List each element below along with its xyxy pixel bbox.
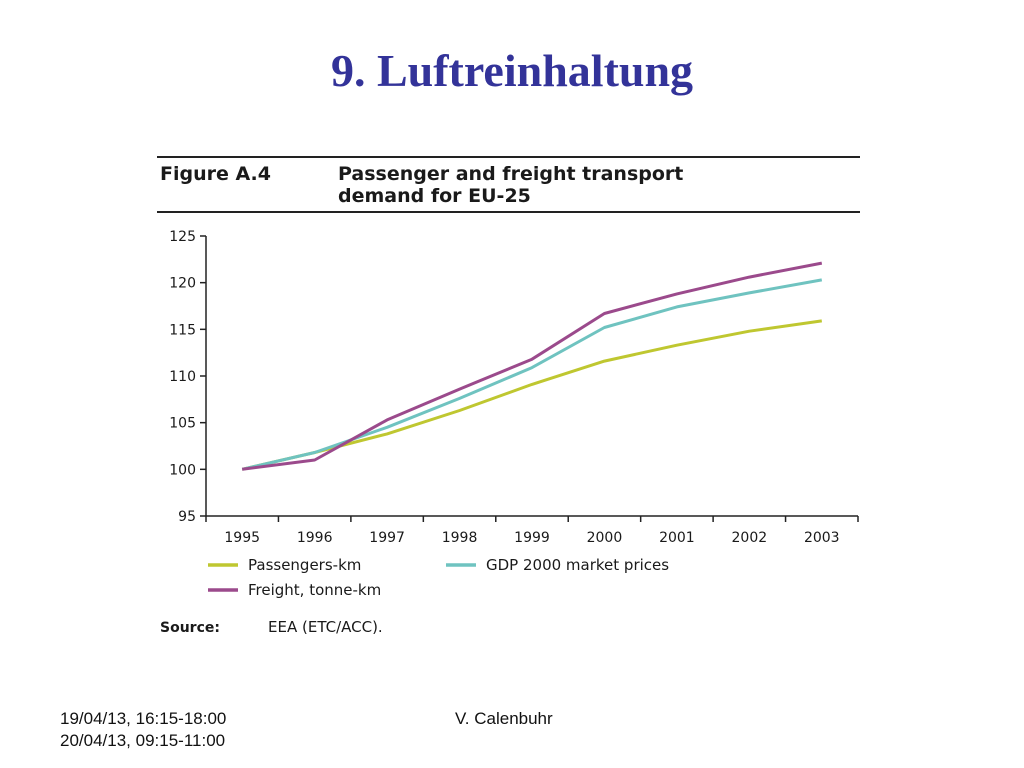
x-tick-label: 2001 bbox=[659, 530, 695, 546]
source-label: Source: bbox=[160, 620, 220, 636]
figure-title-line-1: Passenger and freight transport bbox=[338, 163, 683, 185]
series-line-freight-tonne-km bbox=[242, 261, 823, 471]
x-tick-label: 1998 bbox=[442, 530, 478, 546]
x-tick-label: 2000 bbox=[587, 530, 623, 546]
legend-label: Passengers-km bbox=[248, 556, 361, 574]
source-text: EEA (ETC/ACC). bbox=[268, 618, 383, 636]
footer-author: V. Calenbuhr bbox=[455, 709, 553, 728]
footer-date-1: 19/04/13, 16:15-18:00 bbox=[60, 709, 227, 728]
footer-date-2: 20/04/13, 09:15-11:00 bbox=[60, 731, 226, 750]
y-tick-label: 120 bbox=[169, 276, 196, 292]
y-tick-label: 95 bbox=[178, 509, 196, 525]
y-tick-label: 115 bbox=[169, 322, 196, 338]
legend-label: Freight, tonne-km bbox=[248, 581, 381, 599]
y-tick-label: 105 bbox=[169, 416, 196, 432]
x-tick-label: 1995 bbox=[224, 530, 260, 546]
y-tick-label: 125 bbox=[169, 229, 196, 245]
line-chart: 95 100 105 110 115 120 125 1995 1996 1997 1998 1999… bbox=[169, 229, 859, 599]
x-tick-label: 1997 bbox=[369, 530, 405, 546]
figure-title-line-2: demand for EU-25 bbox=[338, 185, 531, 207]
legend-label: GDP 2000 market prices bbox=[486, 556, 669, 574]
x-tick-label: 1996 bbox=[297, 530, 333, 546]
x-tick-label: 2003 bbox=[804, 530, 840, 546]
series-line-gdp-2000-market-prices bbox=[241, 278, 823, 471]
x-tick-label: 1999 bbox=[514, 530, 550, 546]
y-tick-label: 100 bbox=[169, 462, 196, 478]
slide-title: 9. Luftreinhaltung bbox=[330, 45, 694, 96]
footer-dates: 19/04/13, 16:15-18:00 20/04/13, 09:15-11… bbox=[60, 708, 226, 752]
figure-label: Figure A.4 bbox=[160, 163, 271, 185]
x-tick-label: 2002 bbox=[732, 530, 768, 546]
y-tick-label: 110 bbox=[169, 369, 196, 385]
